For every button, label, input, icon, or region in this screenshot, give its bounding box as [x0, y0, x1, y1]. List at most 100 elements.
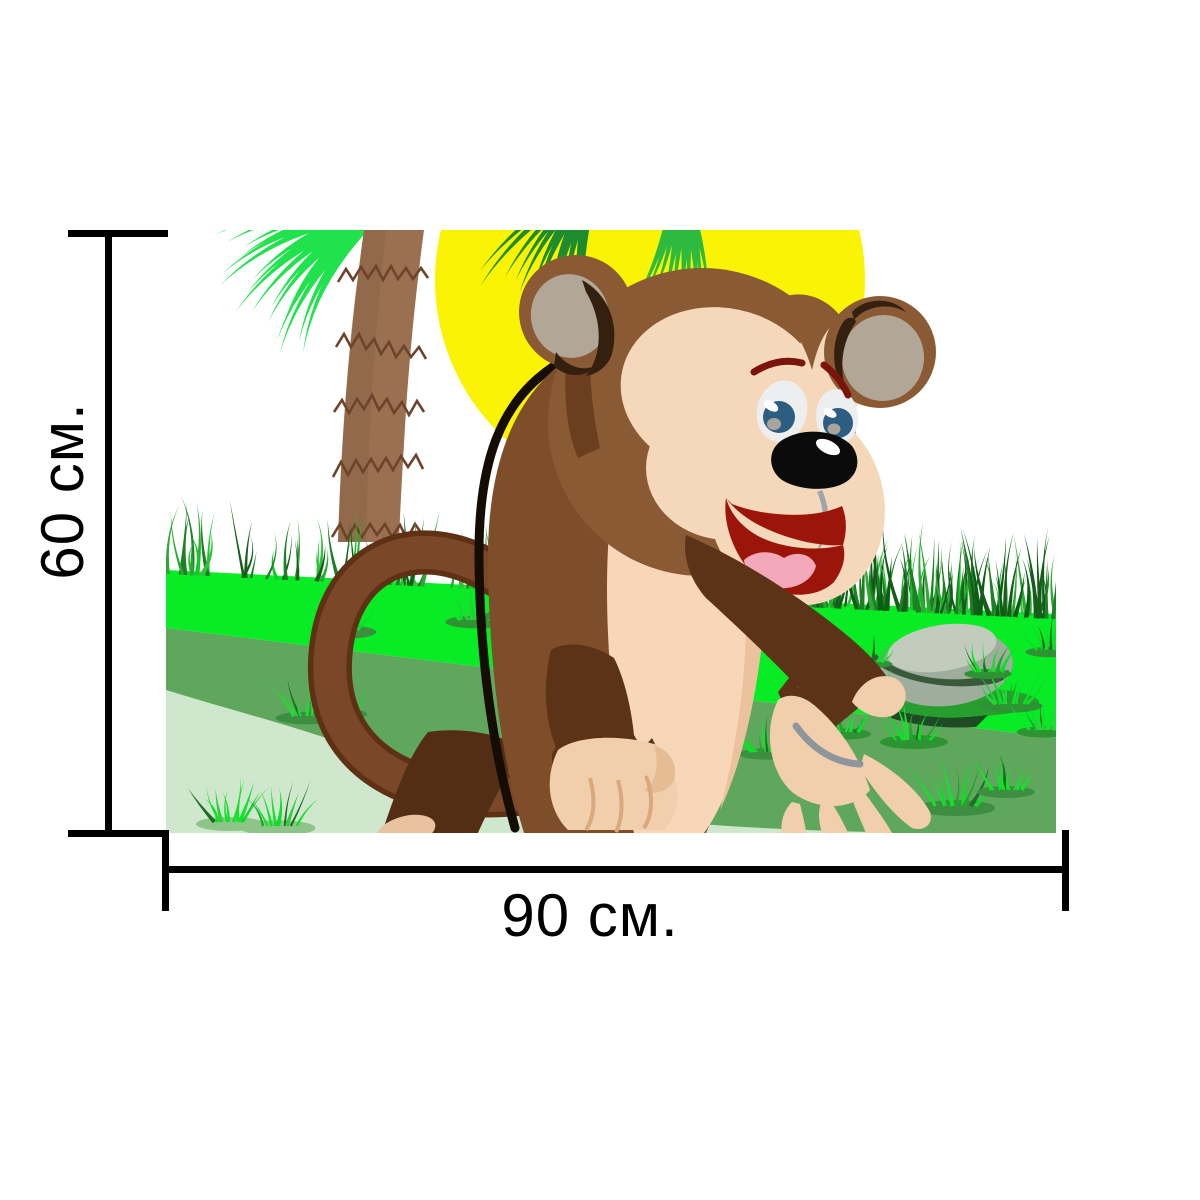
grass-tufts-shape	[925, 768, 946, 807]
monkey-right-ear	[824, 296, 936, 408]
grass-fringe-shape	[955, 535, 965, 615]
grass-fringe-shape	[909, 544, 918, 611]
height-dimension-top-cap	[68, 230, 168, 237]
grass-tufts-shape	[245, 798, 265, 827]
grass-tufts-shape	[954, 766, 960, 806]
grass-tufts-shape	[974, 782, 993, 808]
grass-fringe-shape	[978, 546, 991, 616]
grass-fringe-shape	[906, 541, 922, 613]
palm-leaves-shape	[643, 230, 673, 298]
grass-fringe-shape	[935, 562, 949, 615]
grass-tufts-shape	[936, 773, 947, 807]
grass-fringe-shape	[928, 536, 935, 611]
grass-tufts-shape	[1011, 664, 1025, 705]
grass-tufts-shape	[1000, 755, 1006, 790]
grass-fringe-shape	[1006, 548, 1022, 618]
grass-tufts-shape	[999, 754, 1007, 791]
grass-tufts-shape	[457, 589, 470, 621]
grass-tufts-shape	[1024, 708, 1038, 731]
grass-tufts-shape	[870, 634, 876, 663]
grass-fringe-shape	[249, 550, 257, 579]
grass-tufts-shape	[187, 788, 216, 824]
grass-tufts-shape	[1019, 628, 1039, 651]
grass-tufts-shape	[1052, 625, 1056, 651]
grass-fringe-shape	[899, 558, 908, 612]
grass-fringe-shape	[188, 539, 197, 576]
grass-fringe-shape	[1012, 571, 1025, 618]
grass-fringe-shape	[170, 510, 185, 576]
monkey-illustration	[166, 230, 1056, 833]
grass-fringe-shape	[201, 511, 211, 577]
grass-tufts-shape	[271, 786, 278, 827]
grass-tufts-shape	[1015, 680, 1028, 705]
grass-fringe-shape	[189, 543, 195, 576]
grass-tufts-shape	[977, 699, 1043, 713]
grass-tufts-shape	[204, 798, 219, 823]
grass-fringe-shape	[319, 548, 329, 582]
width-dimension-right-cap	[1062, 830, 1069, 911]
grass-tufts-shape	[242, 785, 271, 823]
grass-fringe-shape	[963, 539, 978, 616]
grass-tufts-shape	[222, 791, 230, 823]
grass-tufts-shape	[928, 723, 943, 741]
grass-tufts-shape	[1025, 646, 1056, 658]
grass-fringe-shape	[243, 521, 253, 579]
grass-fringe-shape	[918, 531, 932, 614]
grass-fringe-shape	[879, 543, 888, 611]
grass-tufts-shape	[966, 656, 978, 673]
grass-tufts-shape	[909, 710, 915, 741]
palm-trunk-bands	[330, 263, 430, 542]
monkey	[307, 255, 936, 833]
grass-tufts-shape	[1022, 666, 1043, 705]
grass-fringe-shape	[1024, 533, 1040, 619]
grass-fringe-shape	[864, 538, 875, 611]
grass-tufts-shape	[1049, 616, 1053, 651]
grass-tufts-shape	[237, 781, 255, 823]
height-dimension-line	[105, 233, 112, 833]
palm-leaves-shape	[550, 230, 573, 300]
grass-fringe-shape	[880, 555, 890, 612]
grass-tufts-shape	[848, 711, 856, 733]
grass-fringe-shape	[939, 560, 952, 614]
grass-fringe-shape	[1002, 531, 1014, 617]
grass-tufts-shape	[1015, 768, 1029, 791]
grass-tufts-shape	[984, 668, 1003, 705]
grass-tufts-shape	[283, 780, 294, 827]
grass-fringe-shape	[271, 549, 280, 580]
grass-fringe-shape	[918, 520, 927, 613]
palm-leaves-shape	[690, 230, 702, 306]
palm-leaves-shape	[651, 230, 676, 300]
grass-fringe-shape	[1014, 535, 1029, 618]
grass-tufts-shape	[1012, 765, 1023, 791]
grass-tufts-shape	[1029, 708, 1040, 731]
grass-tufts-shape	[1039, 701, 1045, 731]
grass-tufts-shape	[1008, 703, 1031, 731]
grass-tufts-shape	[917, 712, 929, 741]
grass-tufts-shape	[462, 587, 474, 621]
palm-trunk-bands-shape	[332, 392, 426, 418]
grass-tufts-shape	[964, 669, 1012, 679]
path	[166, 690, 870, 833]
grass-tufts-shape	[295, 798, 320, 827]
grass-tufts-shape	[236, 778, 246, 823]
monkey-mouth	[725, 490, 846, 595]
grass-fringe-shape	[283, 520, 291, 580]
grass-tufts-shape	[968, 765, 990, 807]
grass-tufts-shape	[977, 674, 998, 705]
grass-tufts-shape	[983, 656, 988, 672]
grass-tufts-shape	[880, 735, 948, 749]
grass-tufts-shape	[991, 646, 1000, 673]
grass-tufts-shape	[275, 788, 283, 827]
grass-fringe-shape	[198, 531, 213, 577]
grass-tufts-shape	[886, 708, 906, 742]
palm-trunk-bands-shape	[331, 452, 425, 478]
palm-leaves-shape	[629, 230, 670, 312]
monkey-nose	[771, 431, 858, 489]
grass-tufts-shape	[1048, 707, 1056, 731]
grass-tufts-shape	[251, 799, 269, 827]
grass-tufts-shape	[999, 664, 1007, 705]
grass-tufts-shape	[355, 607, 375, 632]
grass-tufts-shape	[995, 646, 1009, 673]
grass-tufts-shape	[765, 715, 769, 752]
